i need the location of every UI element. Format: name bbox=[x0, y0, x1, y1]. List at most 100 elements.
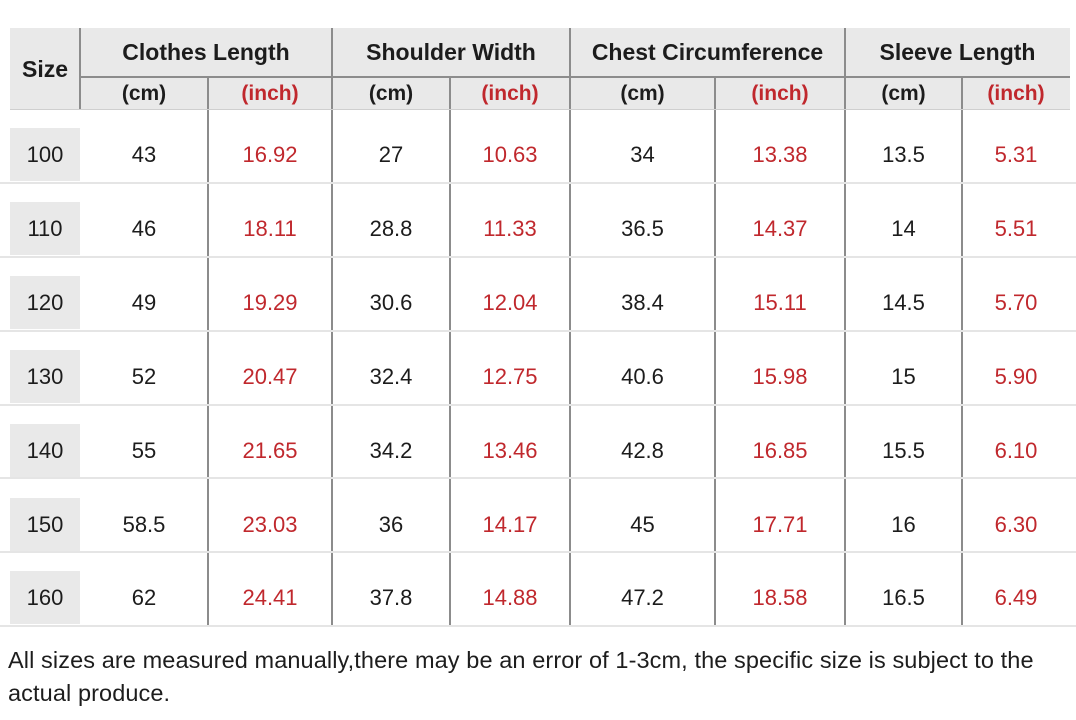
cell-chest-inch: 16.85 bbox=[752, 437, 808, 463]
cell-sleeve-cm: 15.5 bbox=[882, 437, 925, 463]
cell-shoulder-inch: 12.75 bbox=[482, 363, 538, 389]
cell-clothes-inch: 23.03 bbox=[242, 511, 298, 537]
cell-shoulder-cm: 27 bbox=[378, 141, 404, 167]
size-table-header: Size Clothes Length Shoulder Width Chest… bbox=[10, 28, 1070, 110]
table-row: 110 46 18.11 28.8 11.33 36.5 14.37 14 5.… bbox=[10, 202, 1070, 255]
cell-chest-cm: 36.5 bbox=[621, 215, 664, 241]
row-separator bbox=[0, 256, 1076, 258]
cell-chest-inch: 17.71 bbox=[752, 511, 808, 537]
cell-sleeve-cm: 16.5 bbox=[882, 584, 925, 610]
cell-clothes-inch: 16.92 bbox=[242, 141, 298, 167]
unit-header-inch: (inch) bbox=[751, 81, 809, 105]
cell-chest-cm: 45 bbox=[630, 511, 655, 537]
cell-chest-inch: 18.58 bbox=[752, 584, 808, 610]
unit-header-inch: (inch) bbox=[987, 81, 1045, 105]
cell-chest-inch: 13.38 bbox=[752, 141, 808, 167]
cell-clothes-inch: 21.65 bbox=[242, 437, 298, 463]
cell-size: 100 bbox=[10, 128, 80, 181]
cell-clothes-cm: 58.5 bbox=[122, 511, 166, 537]
cell-chest-inch: 14.37 bbox=[752, 215, 808, 241]
cell-sleeve-cm: 13.5 bbox=[882, 141, 925, 167]
cell-shoulder-inch: 12.04 bbox=[482, 289, 538, 315]
cell-shoulder-cm: 36 bbox=[378, 511, 404, 537]
cell-size: 120 bbox=[10, 276, 80, 329]
row-separator bbox=[0, 551, 1076, 553]
vertical-grid-line bbox=[449, 77, 451, 625]
cell-clothes-cm: 62 bbox=[131, 584, 157, 610]
cell-sleeve-inch: 6.30 bbox=[994, 511, 1038, 537]
cell-clothes-cm: 55 bbox=[131, 437, 157, 463]
cell-chest-inch: 15.98 bbox=[752, 363, 808, 389]
cell-chest-inch: 15.11 bbox=[753, 289, 807, 315]
table-row: 130 52 20.47 32.4 12.75 40.6 15.98 15 5.… bbox=[10, 350, 1070, 403]
row-separator bbox=[0, 404, 1076, 406]
table-row: 100 43 16.92 27 10.63 34 13.38 13.5 5.31 bbox=[10, 128, 1070, 181]
cell-size: 130 bbox=[10, 350, 80, 403]
column-group-shoulder-width: Shoulder Width bbox=[366, 39, 536, 65]
cell-shoulder-inch: 10.63 bbox=[482, 141, 538, 167]
vertical-grid-line bbox=[961, 77, 963, 625]
row-separator bbox=[0, 182, 1076, 184]
cell-shoulder-inch: 14.17 bbox=[482, 511, 538, 537]
column-group-sleeve-length: Sleeve Length bbox=[879, 39, 1036, 65]
unit-header-inch: (inch) bbox=[241, 81, 299, 105]
table-row: 120 49 19.29 30.6 12.04 38.4 15.11 14.5 … bbox=[10, 276, 1070, 329]
cell-sleeve-cm: 15 bbox=[891, 363, 916, 389]
cell-sleeve-cm: 14 bbox=[891, 215, 916, 241]
cell-shoulder-inch: 11.33 bbox=[483, 215, 537, 241]
cell-chest-cm: 34 bbox=[630, 141, 655, 167]
cell-clothes-inch: 18.11 bbox=[243, 215, 297, 241]
unit-header-cm: (cm) bbox=[881, 81, 926, 105]
cell-shoulder-inch: 14.88 bbox=[482, 584, 538, 610]
cell-clothes-cm: 49 bbox=[131, 289, 157, 315]
cell-shoulder-cm: 32.4 bbox=[369, 363, 413, 389]
measurement-disclaimer: All sizes are measured manually,there ma… bbox=[8, 647, 1034, 706]
vertical-grid-line bbox=[714, 77, 716, 625]
cell-sleeve-cm: 14.5 bbox=[882, 289, 925, 315]
table-row: 140 55 21.65 34.2 13.46 42.8 16.85 15.5 … bbox=[10, 424, 1070, 477]
header-bottom-edge bbox=[10, 109, 1070, 110]
cell-clothes-inch: 19.29 bbox=[242, 289, 298, 315]
cell-size: 140 bbox=[10, 424, 80, 477]
cell-shoulder-cm: 30.6 bbox=[369, 289, 413, 315]
vertical-grid-line bbox=[79, 28, 81, 110]
cell-size: 110 bbox=[10, 202, 80, 255]
cell-shoulder-inch: 13.46 bbox=[482, 437, 538, 463]
cell-sleeve-inch: 5.70 bbox=[994, 289, 1038, 315]
vertical-grid-line bbox=[331, 28, 333, 625]
column-group-clothes-length: Clothes Length bbox=[122, 39, 290, 65]
vertical-grid-line bbox=[844, 28, 846, 625]
row-separator bbox=[0, 625, 1076, 627]
cell-shoulder-cm: 34.2 bbox=[369, 437, 413, 463]
table-row: 160 62 24.41 37.8 14.88 47.2 18.58 16.5 … bbox=[10, 571, 1070, 624]
unit-header-inch: (inch) bbox=[481, 81, 539, 105]
header-divider-line bbox=[80, 76, 1070, 78]
cell-sleeve-inch: 5.51 bbox=[994, 215, 1038, 241]
cell-shoulder-cm: 28.8 bbox=[369, 215, 413, 241]
cell-chest-cm: 47.2 bbox=[621, 584, 664, 610]
cell-sleeve-inch: 5.90 bbox=[994, 363, 1038, 389]
vertical-grid-line bbox=[569, 28, 571, 625]
cell-sleeve-inch: 5.31 bbox=[994, 141, 1038, 167]
column-group-chest-circumference: Chest Circumference bbox=[591, 39, 824, 65]
cell-clothes-inch: 20.47 bbox=[242, 363, 298, 389]
row-separator bbox=[0, 330, 1076, 332]
row-separator bbox=[0, 477, 1076, 479]
cell-clothes-cm: 43 bbox=[131, 141, 157, 167]
cell-chest-cm: 38.4 bbox=[621, 289, 664, 315]
cell-chest-cm: 42.8 bbox=[621, 437, 664, 463]
cell-sleeve-cm: 16 bbox=[891, 511, 916, 537]
cell-clothes-cm: 46 bbox=[131, 215, 157, 241]
table-row: 150 58.5 23.03 36 14.17 45 17.71 16 6.30 bbox=[10, 498, 1070, 551]
unit-header-cm: (cm) bbox=[368, 81, 414, 105]
cell-size: 160 bbox=[10, 571, 80, 624]
cell-shoulder-cm: 37.8 bbox=[369, 584, 413, 610]
vertical-grid-line bbox=[207, 77, 209, 625]
column-header-size: Size bbox=[21, 55, 69, 82]
cell-sleeve-inch: 6.49 bbox=[994, 584, 1038, 610]
cell-clothes-inch: 24.41 bbox=[242, 584, 298, 610]
cell-size: 150 bbox=[10, 498, 80, 551]
cell-sleeve-inch: 6.10 bbox=[994, 437, 1038, 463]
unit-header-cm: (cm) bbox=[121, 81, 167, 105]
